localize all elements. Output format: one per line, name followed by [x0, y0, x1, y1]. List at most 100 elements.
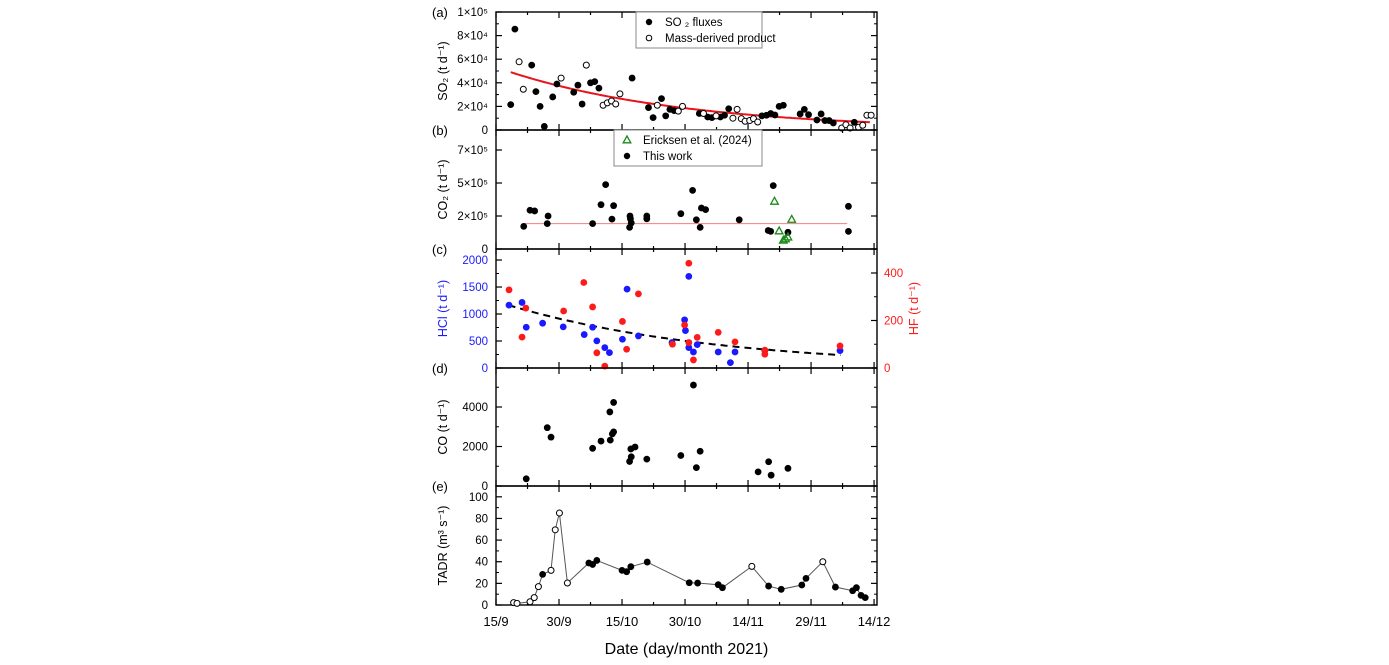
data-point — [570, 88, 578, 96]
right-y-tick-label: 200 — [884, 315, 903, 327]
data-point — [832, 583, 839, 591]
legend-label: SO ₂ fluxes — [665, 17, 723, 29]
data-point — [505, 301, 513, 309]
y-tick-label: 0 — [482, 363, 488, 375]
panel-d: (d) 0 2000 4000 CO (t d⁻¹) — [432, 361, 878, 493]
legend: SO ₂ fluxes Mass-derived product — [635, 11, 776, 49]
data-point — [589, 323, 597, 331]
series-line — [513, 512, 866, 604]
data-point — [589, 220, 597, 227]
data-point — [593, 349, 601, 357]
data-point — [543, 424, 551, 432]
data-point — [597, 437, 605, 445]
data-point-open — [563, 579, 571, 587]
data-point-triangle — [780, 233, 791, 243]
y-axis-label: SO₂ (t d⁻¹) — [436, 41, 450, 100]
x-tick-label: 14/11 — [732, 614, 764, 629]
data-point — [589, 444, 597, 452]
data-point — [601, 344, 609, 351]
data-point — [685, 344, 693, 351]
data-point — [595, 84, 603, 92]
fit-line — [508, 304, 841, 357]
data-point-open — [582, 61, 590, 69]
data-point-open — [819, 558, 827, 566]
data-point-open — [754, 118, 762, 126]
data-point — [635, 332, 642, 340]
data-point — [693, 341, 701, 349]
data-point — [580, 279, 588, 286]
data-point — [845, 202, 852, 210]
panel-frame — [495, 485, 878, 606]
data-point — [714, 348, 722, 356]
data-point — [735, 216, 743, 224]
y-tick-label: 1500 — [462, 282, 488, 294]
y-axis-label: TADR (m³ s⁻¹) — [436, 506, 450, 586]
data-point — [507, 101, 515, 109]
y-tick-label: 6×10⁴ — [457, 54, 488, 66]
right-y-tick-label: 400 — [884, 268, 903, 280]
data-point — [536, 103, 544, 110]
right-y-tick-label: 0 — [884, 363, 890, 375]
data-point — [593, 557, 601, 564]
data-point — [520, 222, 528, 230]
data-point — [610, 202, 618, 210]
x-tick-label: 30/10 — [669, 614, 702, 629]
data-point — [817, 110, 825, 118]
legend: Ericksen et al. (2024) This work — [613, 129, 763, 167]
y-tick-label: 2×10⁴ — [457, 101, 488, 113]
data-point — [610, 428, 618, 436]
data-point — [547, 433, 555, 441]
panel-label: (a) — [432, 5, 448, 20]
y-tick-label: 40 — [475, 557, 488, 569]
data-point-open — [526, 598, 534, 606]
data-point-open — [748, 562, 756, 570]
data-point-open — [557, 74, 565, 82]
data-point — [685, 339, 693, 346]
legend-marker-open-circle — [645, 34, 653, 42]
data-point-open — [653, 101, 661, 109]
data-point — [692, 216, 700, 224]
y-tick-label: 4000 — [462, 402, 488, 414]
data-point-open — [679, 102, 687, 110]
data-point — [539, 319, 547, 327]
data-point — [726, 359, 734, 367]
panel-label: (d) — [432, 361, 448, 376]
data-point — [610, 399, 618, 406]
panel-frame — [495, 248, 878, 369]
data-point — [805, 111, 812, 119]
data-point — [522, 304, 530, 312]
data-point — [769, 182, 777, 190]
data-point — [580, 331, 588, 338]
data-point — [836, 347, 844, 355]
data-point — [589, 303, 597, 311]
data-point — [765, 458, 773, 466]
data-point — [560, 307, 568, 315]
data-point — [800, 105, 808, 113]
data-point — [694, 579, 702, 587]
data-point-open — [859, 121, 867, 129]
data-point — [690, 356, 697, 364]
data-point — [685, 259, 693, 267]
data-point — [549, 93, 557, 101]
data-point — [635, 290, 642, 298]
data-point — [714, 328, 722, 336]
data-point — [606, 408, 614, 416]
data-point — [829, 119, 837, 127]
y-tick-label: 0 — [482, 481, 488, 493]
data-point — [631, 443, 639, 451]
y-tick-label: 100 — [469, 492, 488, 504]
data-point — [681, 321, 689, 329]
data-point — [719, 584, 726, 592]
y-axis-label: CO (t d⁻¹) — [436, 399, 450, 454]
data-point-open — [674, 107, 682, 115]
data-point — [721, 111, 728, 119]
legend-label: This work — [643, 151, 692, 163]
data-point — [518, 299, 526, 306]
data-point — [539, 570, 547, 578]
legend-box — [613, 129, 763, 167]
data-point-open — [513, 599, 521, 607]
y-tick-label: 4×10⁴ — [457, 78, 488, 90]
data-point — [627, 563, 635, 571]
data-point-open — [547, 566, 555, 574]
data-point — [606, 436, 614, 444]
